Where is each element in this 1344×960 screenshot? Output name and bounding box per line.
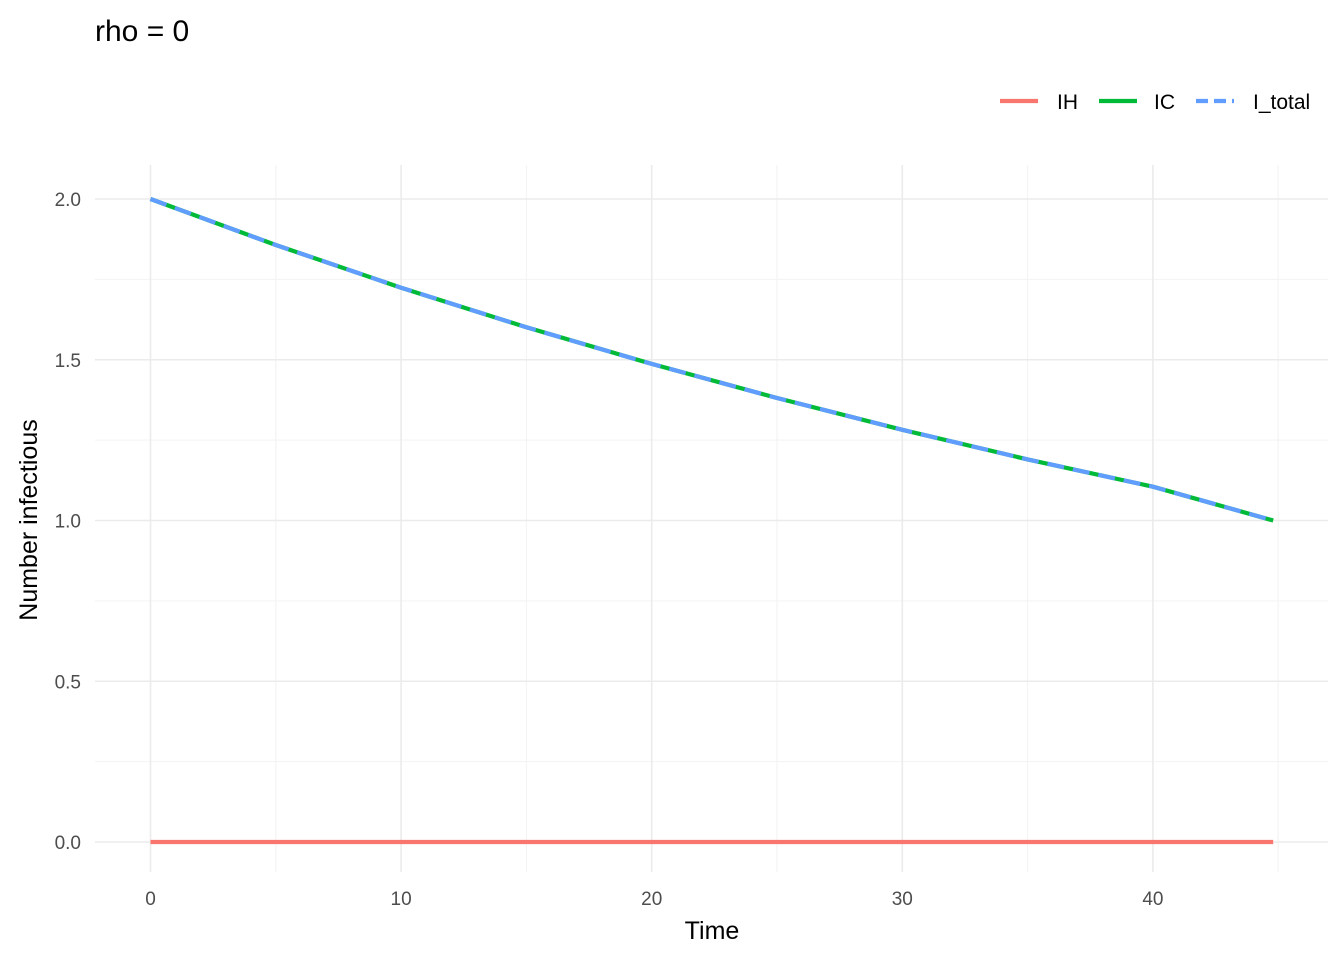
x-axis-title: Time: [685, 917, 740, 945]
x-tick-label: 10: [391, 889, 412, 910]
legend-label-i-total: I_total: [1253, 91, 1310, 114]
legend-label-ic: IC: [1154, 91, 1175, 114]
series-line-ic: [149, 197, 1274, 523]
y-tick-label: 0.5: [55, 672, 81, 693]
series-lines: [149, 197, 1274, 845]
y-tick-label: 2.0: [55, 190, 81, 211]
legend: IH IC I_total: [1000, 91, 1310, 114]
x-tick-label: 40: [1142, 889, 1163, 910]
legend-label-ih: IH: [1057, 91, 1078, 114]
x-tick-label: 0: [145, 889, 156, 910]
y-tick-label: 1.5: [55, 351, 81, 372]
tick-labels: 0 10 20 30 40 0.0 0.5 1.0 1.5 2.0: [55, 190, 1164, 910]
y-tick-label: 1.0: [55, 512, 81, 533]
x-tick-label: 30: [892, 889, 913, 910]
chart-title: rho = 0: [95, 15, 189, 48]
y-axis-title: Number infectious: [15, 419, 43, 620]
y-tick-label: 0.0: [55, 833, 81, 854]
x-tick-label: 20: [641, 889, 662, 910]
grid: [95, 165, 1328, 872]
